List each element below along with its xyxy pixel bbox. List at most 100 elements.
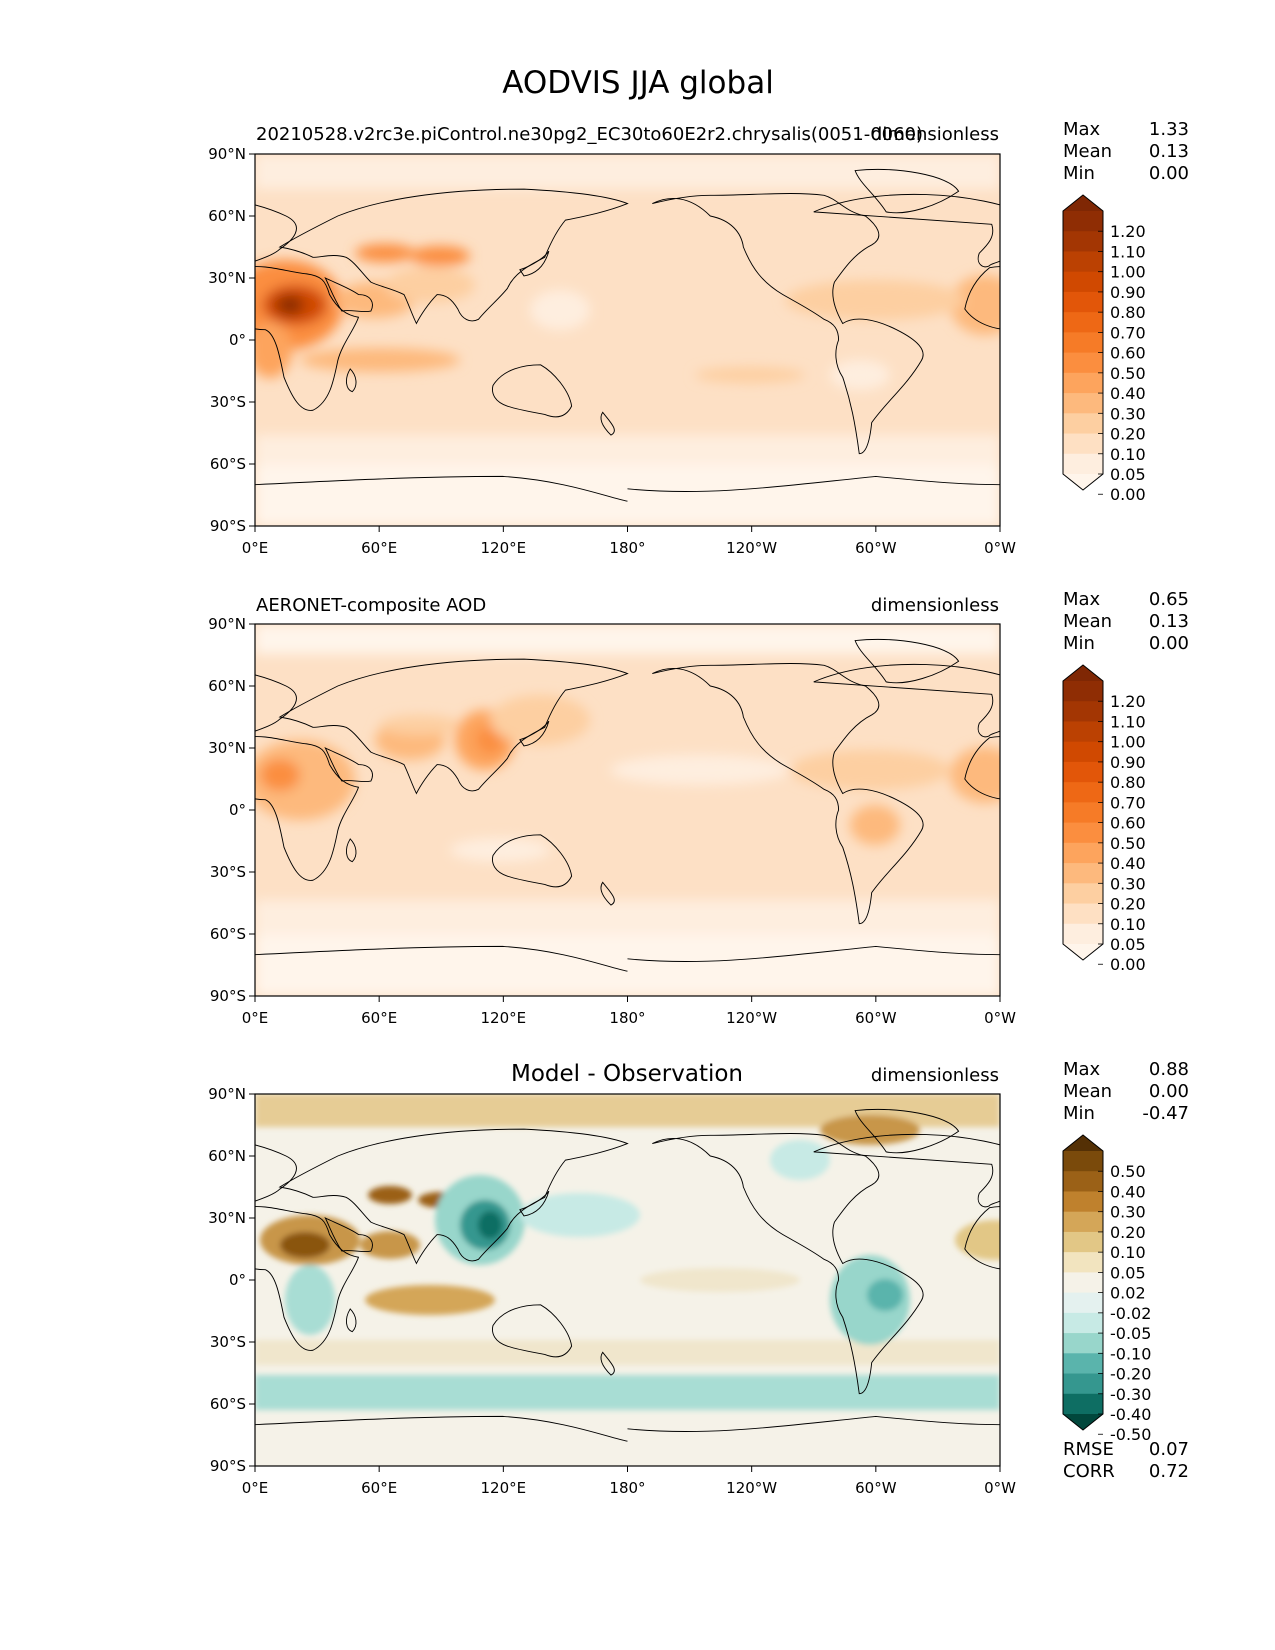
colorbar-bin xyxy=(1063,761,1103,783)
lat-tick-label: 60°S xyxy=(210,1395,246,1413)
lon-tick-label: 120°W xyxy=(726,1479,777,1497)
colorbar-bin xyxy=(1063,1373,1103,1395)
colorbar-label: 0.70 xyxy=(1110,793,1146,812)
lat-tick-label: 30°N xyxy=(208,1209,246,1227)
colorbar-label: -0.40 xyxy=(1110,1405,1151,1424)
colorbar-label: -0.05 xyxy=(1110,1324,1151,1343)
stat-label: Mean xyxy=(1063,1081,1112,1102)
colorbar-bin xyxy=(1063,433,1103,455)
colorbar-label: 0.70 xyxy=(1110,323,1146,342)
lat-tick-label: 90°S xyxy=(210,987,246,1005)
stats-block: Max 0.88 Mean 0.00 Min -0.47 xyxy=(1063,1059,1189,1124)
lat-tick-label: 90°N xyxy=(208,1085,246,1103)
lat-tick-label: 30°S xyxy=(210,863,246,881)
colorbar-label: 0.40 xyxy=(1110,854,1146,873)
stat-value: 0.00 xyxy=(1149,163,1189,184)
lon-axis: 0°E 60°E 120°E 180° 120°W 60°W 0°W xyxy=(242,996,1016,1027)
lon-tick-label: 120°E xyxy=(481,1009,527,1027)
colorbar-label: -0.50 xyxy=(1110,1425,1151,1444)
stat-label: Min xyxy=(1063,1103,1095,1124)
colorbar-label: -0.20 xyxy=(1110,1365,1151,1384)
stat-label: CORR xyxy=(1063,1461,1115,1482)
lon-tick-label: 0°E xyxy=(242,1479,269,1497)
colorbar-bin xyxy=(1063,393,1103,414)
stat-label: Max xyxy=(1063,589,1101,610)
colorbar-label: 0.50 xyxy=(1110,364,1146,383)
colorbar-bin xyxy=(1063,883,1103,905)
lon-tick-label: 0°E xyxy=(242,1009,269,1027)
colorbar-bin xyxy=(1063,923,1103,945)
lon-tick-label: 60°W xyxy=(855,1009,897,1027)
lat-axis: 90°N 60°N 30°N 0° 30°S 60°S 90°S xyxy=(208,615,255,1005)
colorbar-extend-max xyxy=(1063,665,1103,681)
colorbar-label: 1.20 xyxy=(1110,222,1146,241)
colorbar-label: 1.00 xyxy=(1110,733,1146,752)
colorbar-label: -0.10 xyxy=(1110,1344,1151,1363)
colorbar-label: 1.00 xyxy=(1110,263,1146,282)
colorbar-label: 0.20 xyxy=(1110,425,1146,444)
colorbar-extend-max xyxy=(1063,195,1103,211)
colorbar-bin xyxy=(1063,842,1103,864)
colorbar-bin xyxy=(1063,1333,1103,1354)
stat-label: RMSE xyxy=(1063,1439,1114,1460)
extra-stats-block: RMSE 0.07 CORR 0.72 xyxy=(1063,1439,1189,1482)
stats-block: Max 0.65 Mean 0.13 Min 0.00 xyxy=(1063,589,1189,654)
colorbar-bin xyxy=(1063,681,1103,702)
colorbar-extend-min xyxy=(1063,1414,1103,1430)
aod-field-layers xyxy=(255,624,1000,996)
colorbar-label: 0.10 xyxy=(1110,915,1146,934)
colorbar-label: -0.30 xyxy=(1110,1385,1151,1404)
stat-label: Min xyxy=(1063,633,1095,654)
panel-title-right: dimensionless xyxy=(871,124,999,145)
panel-title-right: dimensionless xyxy=(871,595,999,616)
stat-label: Mean xyxy=(1063,611,1112,632)
lat-tick-label: 60°S xyxy=(210,455,246,473)
colorbar-bin xyxy=(1063,453,1103,475)
lat-tick-label: 60°N xyxy=(208,207,246,225)
stat-value: 0.13 xyxy=(1149,141,1189,162)
colorbar-bin xyxy=(1063,1353,1103,1375)
lat-tick-label: 90°N xyxy=(208,615,246,633)
map-field-observation xyxy=(255,624,1000,996)
colorbar-label: 0.05 xyxy=(1110,1263,1146,1282)
figure-title: AODVIS JJA global xyxy=(502,65,774,101)
colorbar-label: 0.50 xyxy=(1110,834,1146,853)
colorbar-label: 0.60 xyxy=(1110,814,1146,833)
lon-tick-label: 0°W xyxy=(984,1009,1016,1027)
lon-tick-label: 0°W xyxy=(984,1479,1016,1497)
colorbar-extend-min xyxy=(1063,474,1103,490)
colorbar-bin xyxy=(1063,701,1103,723)
colorbar-label: 0.05 xyxy=(1110,465,1146,484)
colorbar-bin xyxy=(1063,291,1103,313)
colorbar-bin xyxy=(1063,1231,1103,1253)
colorbar-label: 0.00 xyxy=(1110,485,1146,504)
colorbar-label: 0.90 xyxy=(1110,283,1146,302)
lat-tick-label: 90°S xyxy=(210,1457,246,1475)
lat-tick-label: 30°S xyxy=(210,1333,246,1351)
colorbar-label: 0.30 xyxy=(1110,1203,1146,1222)
colorbar-extend-min xyxy=(1063,944,1103,960)
colorbar-label: 0.10 xyxy=(1110,445,1146,464)
colorbar-bin xyxy=(1063,1191,1103,1213)
colorbar-label: 0.50 xyxy=(1110,1162,1146,1181)
panel-difference: Model - Observation dimensionless 90°N 60… xyxy=(208,1059,1189,1497)
lon-tick-label: 180° xyxy=(609,1479,645,1497)
colorbar-bin xyxy=(1063,802,1103,824)
colorbar-label: -0.02 xyxy=(1110,1304,1151,1323)
colorbar-label: 0.10 xyxy=(1110,1243,1146,1262)
stat-value: 1.33 xyxy=(1149,119,1189,140)
colorbar-bin xyxy=(1063,271,1103,293)
stat-value: 0.00 xyxy=(1149,633,1189,654)
lon-axis: 0°E 60°E 120°E 180° 120°W 60°W 0°W xyxy=(242,1466,1016,1497)
colorbar-bin xyxy=(1063,312,1103,333)
colorbar-bin xyxy=(1063,782,1103,803)
colorbar-bin xyxy=(1063,1312,1103,1334)
lon-axis: 0°E 60°E 120°E 180° 120°W 60°W 0°W xyxy=(242,526,1016,557)
lon-tick-label: 0°W xyxy=(984,539,1016,557)
lon-tick-label: 120°E xyxy=(481,539,527,557)
colorbar-bin xyxy=(1063,332,1103,354)
colorbar-extend-max xyxy=(1063,1135,1103,1151)
stats-block: Max 1.33 Mean 0.13 Min 0.00 xyxy=(1063,119,1189,184)
lat-tick-label: 30°N xyxy=(208,269,246,287)
